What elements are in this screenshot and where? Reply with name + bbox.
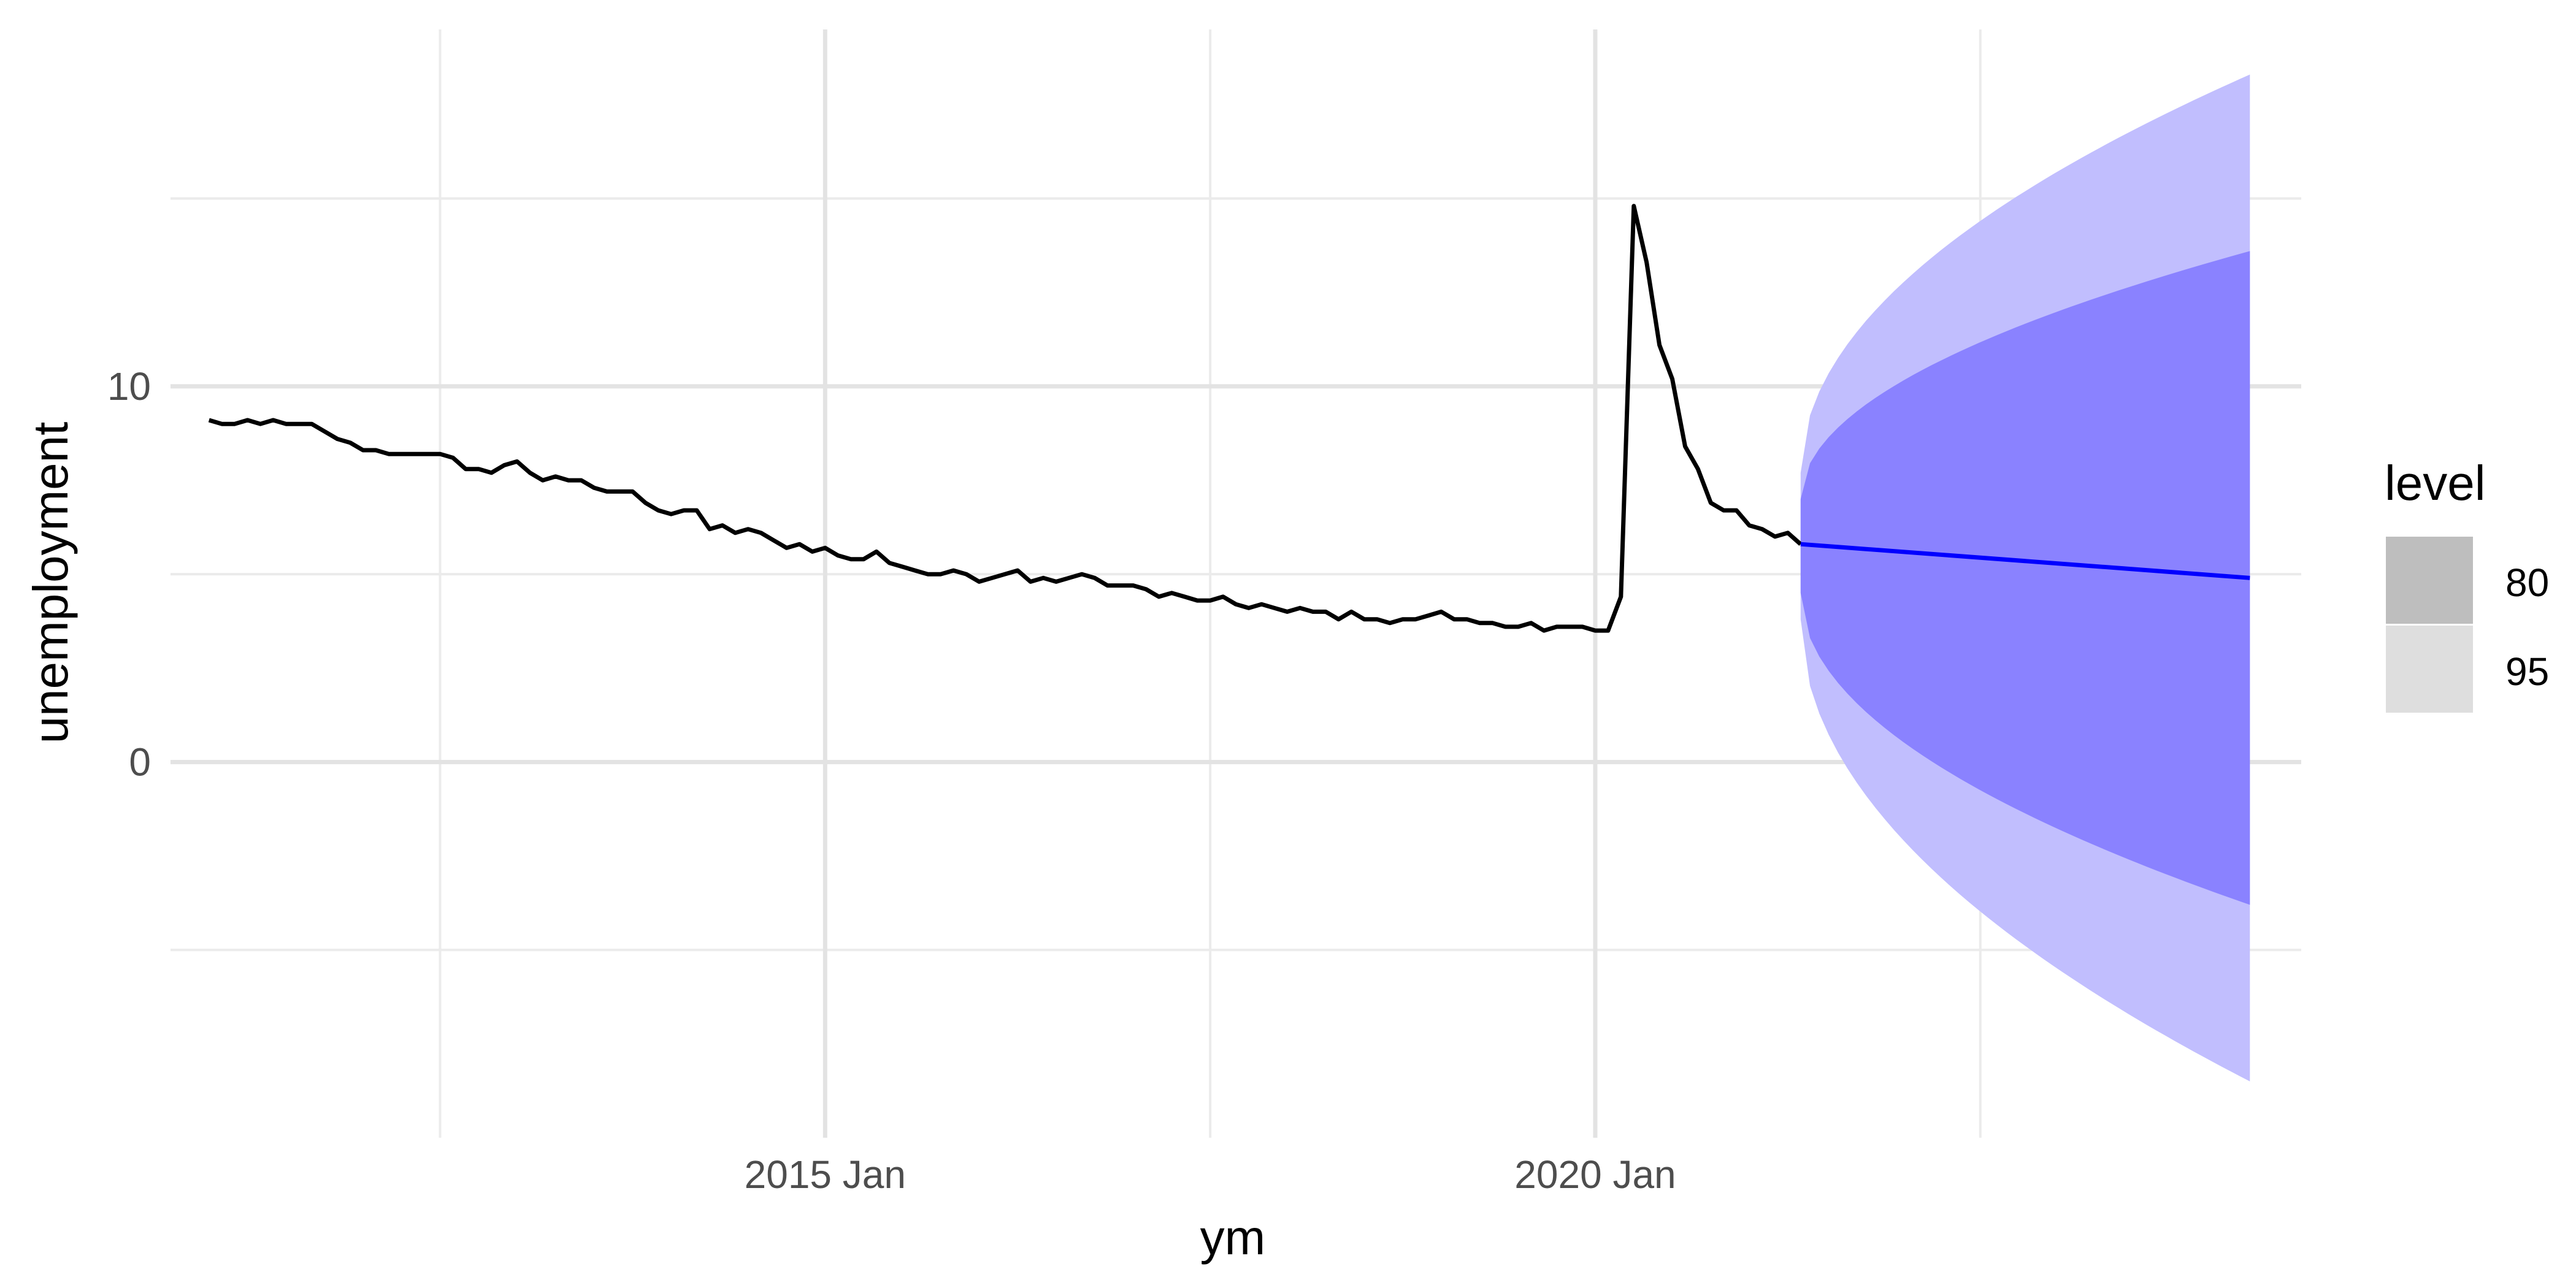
x-tick-label: 2020 Jan [1514, 1152, 1676, 1197]
tick-labels: 0 10 2015 Jan 2020 Jan [107, 364, 1676, 1197]
forecast-intervals [1800, 74, 2250, 1082]
x-tick-label: 2015 Jan [745, 1152, 906, 1197]
legend-label-95: 95 [2505, 650, 2549, 694]
forecast-mean-line [1800, 542, 2250, 580]
legend-label-80: 80 [2505, 561, 2549, 605]
legend-title: level [2385, 456, 2486, 510]
x-axis-title: ym [1200, 1210, 1266, 1265]
legend-key-80 [2386, 537, 2473, 624]
legend: level 80 95 [2385, 456, 2549, 713]
y-axis-title: unemployment [23, 422, 78, 744]
y-tick-label: 0 [129, 740, 151, 784]
y-tick-label: 10 [107, 364, 151, 408]
observed-series-line [208, 204, 1803, 633]
legend-key-95 [2386, 626, 2473, 713]
interval-80-band [1800, 251, 2250, 905]
series-lines [208, 204, 2250, 633]
